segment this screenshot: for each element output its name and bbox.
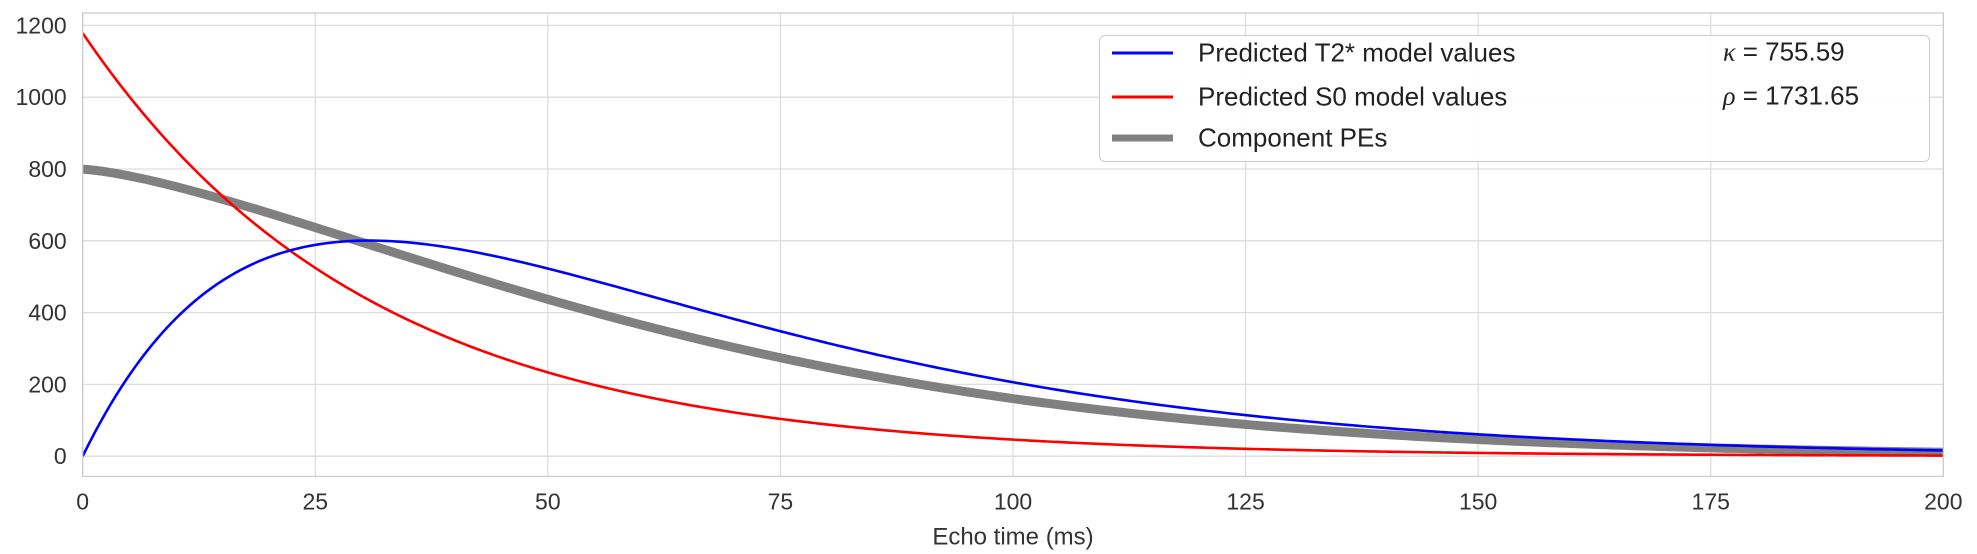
svg-text:125: 125 — [1226, 488, 1264, 514]
svg-text:100: 100 — [994, 488, 1032, 514]
svg-text:0: 0 — [54, 443, 67, 469]
svg-text:175: 175 — [1692, 488, 1730, 514]
svg-text:600: 600 — [28, 228, 66, 254]
svg-text:1200: 1200 — [16, 12, 67, 38]
svg-text:50: 50 — [535, 488, 561, 514]
svg-text:25: 25 — [302, 488, 328, 514]
svg-text:400: 400 — [28, 300, 66, 326]
svg-text:0: 0 — [76, 488, 89, 514]
svg-text:200: 200 — [1924, 488, 1962, 514]
svg-text:800: 800 — [28, 156, 66, 182]
svg-text:1000: 1000 — [16, 84, 67, 110]
svg-text:75: 75 — [768, 488, 794, 514]
svg-text:150: 150 — [1459, 488, 1497, 514]
svg-text:200: 200 — [28, 371, 66, 397]
svg-text:Echo time (ms): Echo time (ms) — [932, 523, 1093, 550]
